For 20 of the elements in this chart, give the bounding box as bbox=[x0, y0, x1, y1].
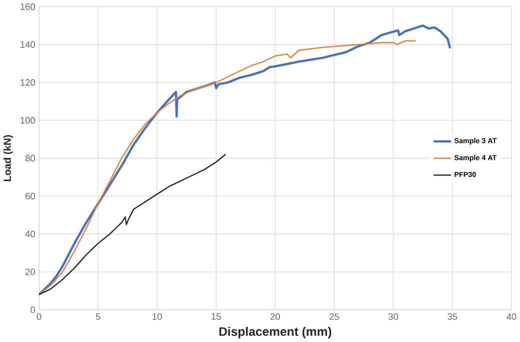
y-tick-label: 140 bbox=[20, 41, 35, 48]
x-tick-label: 20 bbox=[270, 313, 280, 320]
y-tick-label: 0 bbox=[30, 306, 35, 314]
y-axis-title: Load (kN) bbox=[3, 135, 13, 182]
y-tick-label: 80 bbox=[26, 155, 35, 162]
x-axis-title: Displacement (mm) bbox=[219, 327, 332, 338]
x-tick-label: 0 bbox=[36, 313, 42, 320]
x-tick-label: 30 bbox=[388, 313, 398, 320]
x-tick-label: 35 bbox=[448, 313, 458, 320]
x-tick-label: 40 bbox=[506, 313, 516, 320]
x-tick-label: 25 bbox=[330, 313, 340, 320]
y-tick-label: 120 bbox=[20, 79, 35, 86]
x-tick-label: 5 bbox=[96, 313, 100, 320]
y-tick-label: 160 bbox=[20, 4, 35, 10]
y-tick-label: 60 bbox=[26, 192, 35, 200]
x-tick-label: 10 bbox=[152, 313, 162, 320]
y-tick-label: 100 bbox=[20, 117, 35, 124]
y-tick-label: 20 bbox=[26, 268, 35, 276]
y-tick-label: 40 bbox=[25, 230, 35, 238]
x-tick-label: 15 bbox=[212, 313, 221, 320]
